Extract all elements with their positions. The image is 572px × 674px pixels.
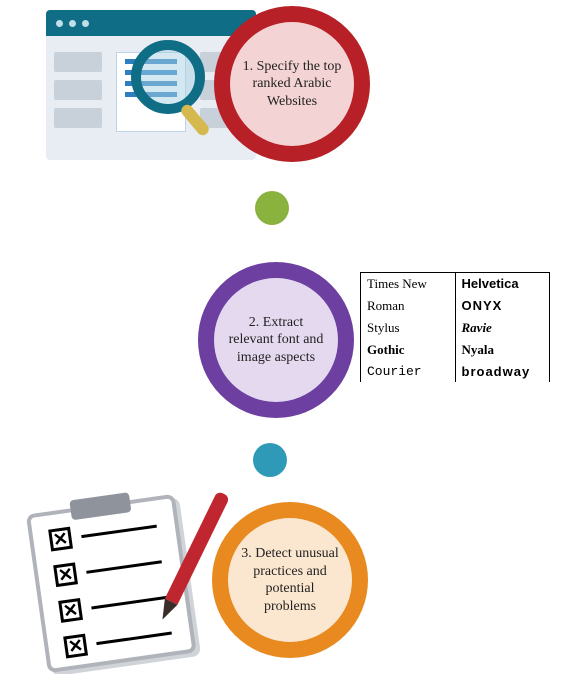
font-cell: Stylus: [361, 317, 456, 339]
step-circle-3: 3. Detect unusual practices and potentia…: [212, 502, 368, 658]
font-cell: Roman: [361, 295, 456, 317]
font-cell: ONYX: [456, 295, 551, 317]
browser-header: [46, 10, 256, 36]
font-cell: Nyala: [456, 339, 551, 361]
font-cell: broadway: [456, 361, 551, 382]
checkbox-icon: ✕: [58, 598, 83, 623]
step-label: 1. Specify the top ranked Arabic Website…: [230, 22, 354, 146]
font-cell: Times New: [361, 273, 456, 295]
checkbox-icon: ✕: [63, 634, 88, 659]
font-cell: Gothic: [361, 339, 456, 361]
checkbox-icon: ✕: [53, 562, 78, 587]
font-samples-table: Times New Helvetica Roman ONYX Stylus Ra…: [360, 272, 550, 382]
connector-dot-1: [255, 191, 289, 225]
font-cell: Ravie: [456, 317, 551, 339]
checkbox-icon: ✕: [48, 527, 73, 552]
step-label: 2. Extract relevant font and image aspec…: [214, 278, 338, 402]
diagram-canvas: Times New Helvetica Roman ONYX Stylus Ra…: [0, 0, 572, 674]
step-circle-1: 1. Specify the top ranked Arabic Website…: [214, 6, 370, 162]
font-cell: Courier: [361, 361, 456, 382]
connector-dot-2: [253, 443, 287, 477]
font-cell: Helvetica: [456, 273, 551, 295]
magnifier-icon: [131, 40, 219, 128]
step-circle-2: 2. Extract relevant font and image aspec…: [198, 262, 354, 418]
step-label: 3. Detect unusual practices and potentia…: [228, 518, 352, 642]
